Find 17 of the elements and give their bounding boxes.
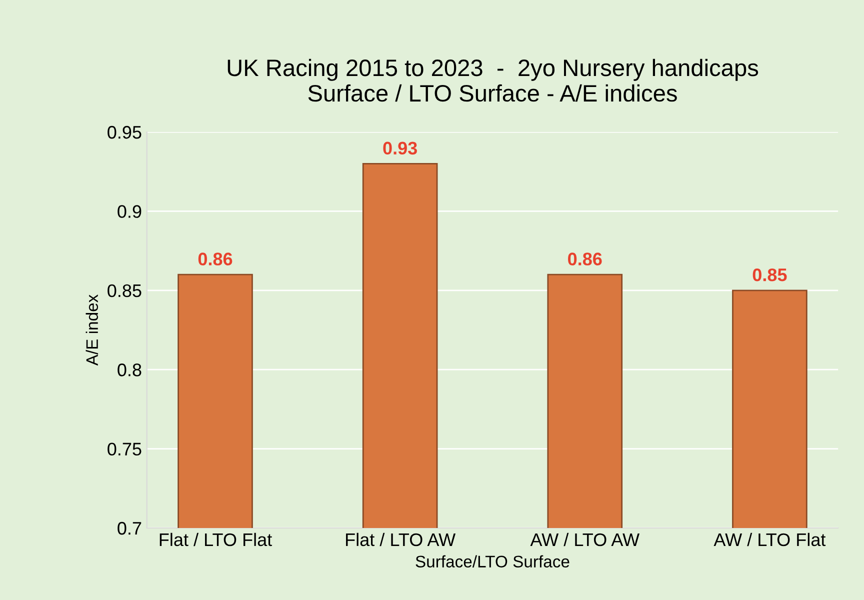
data-label: 0.86: [568, 252, 602, 266]
x-tick-label: AW / LTO Flat: [714, 532, 826, 546]
y-tick-label: 0.7: [118, 522, 142, 535]
data-label: 0.93: [383, 142, 417, 155]
y-tick-label: 0.75: [108, 442, 142, 456]
x-tick-label: Flat / LTO Flat: [160, 532, 272, 546]
y-axis-title: A/E index: [86, 294, 98, 366]
y-tick-label: 0.85: [108, 284, 142, 298]
y-tick-label: 0.95: [108, 126, 142, 139]
data-label: 0.86: [198, 252, 232, 266]
x-axis-title: Surface/LTO Surface: [416, 555, 570, 568]
y-tick-label: 0.9: [118, 205, 142, 218]
data-label: 0.85: [752, 268, 787, 282]
x-tick-label: AW / LTO AW: [530, 532, 640, 546]
x-tick-label: Flat / LTO AW: [346, 532, 456, 546]
y-tick-label: 0.8: [118, 364, 142, 376]
chart-title: UK Racing 2015 to 2023 - 2yo Nursery handicaps Surface / LTO Surface - A/E indices: [228, 58, 758, 102]
